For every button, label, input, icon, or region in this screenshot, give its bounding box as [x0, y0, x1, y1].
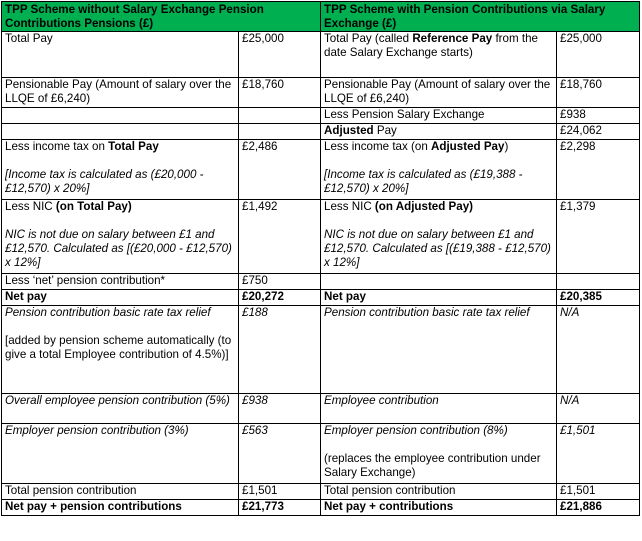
basic-rate-relief-label-right: Pension contribution basic rate tax reli…	[320, 305, 558, 394]
adjusted-pay-label-b: Pay	[373, 124, 397, 138]
basic-rate-relief-title-left: Pension contribution basic rate tax reli…	[5, 306, 211, 320]
employee-contribution-label-right: Employee contribution	[320, 393, 558, 424]
basic-rate-relief-value-left: £188	[237, 305, 322, 394]
row-adjusted-pay: Adjusted Pay £24,062	[1, 123, 641, 140]
net-pay-value-right: £20,385	[556, 289, 641, 306]
total-pay-value-left: £25,000	[237, 31, 322, 78]
row-nic: Less NIC (on Total Pay) NIC is not due on…	[1, 199, 641, 274]
empty-cell	[320, 273, 558, 290]
pensionable-pay-label-left: Pensionable Pay (Amount of salary over t…	[1, 77, 239, 108]
empty-cell	[237, 123, 322, 140]
row-income-tax: Less income tax on Total Pay [Income tax …	[1, 139, 641, 200]
empty-cell	[556, 273, 641, 290]
employer-contribution-value-left: £563	[237, 423, 322, 484]
income-tax-value-right: £2,298	[556, 139, 641, 200]
adjusted-term: Adjusted	[324, 124, 374, 138]
net-pension-contribution-label: Less ‘net’ pension contribution*	[1, 273, 239, 290]
income-tax-label-left-b: Total Pay	[108, 140, 159, 154]
row-total-pay: Total Pay £25,000 Total Pay (called Refe…	[1, 31, 641, 78]
net-pay-plus-contributions-label-left: Net pay + pension contributions	[1, 499, 239, 516]
nic-label-left-b: (on Total Pay)	[55, 200, 132, 214]
total-pay-label-right-a: Total Pay (called	[324, 32, 413, 46]
header-row: TPP Scheme without Salary Exchange Pensi…	[0, 1, 641, 32]
row-net-pension-contribution: Less ‘net’ pension contribution* £750	[1, 273, 641, 290]
header-without-salary-exchange: TPP Scheme without Salary Exchange Pensi…	[0, 1, 322, 32]
total-pension-contribution-label-left: Total pension contribution	[1, 483, 239, 500]
nic-value-left: £1,492	[237, 199, 322, 274]
reference-pay-term: Reference Pay	[412, 32, 493, 46]
income-tax-label-right-b: Adjusted Pay	[431, 140, 505, 154]
employer-contribution-label-right: Employer pension contribution (8%) (repla…	[320, 423, 558, 484]
employer-contribution-note-right: (replaces the employee contribution unde…	[324, 452, 541, 479]
row-total-pension-contribution: Total pension contribution £1,501 Total …	[1, 483, 641, 500]
net-pay-label-left: Net pay	[1, 289, 239, 306]
row-employer-contribution: Employer pension contribution (3%) £563 …	[1, 423, 641, 484]
nic-note-right: NIC is not due on salary between £1 and …	[324, 228, 551, 269]
total-pay-label-right-c: from the date Salary Exchange starts)	[324, 32, 538, 60]
nic-label-left: Less NIC (on Total Pay) NIC is not due on…	[1, 199, 239, 274]
total-pension-contribution-value-right: £1,501	[556, 483, 641, 500]
income-tax-label-right-c: )	[504, 140, 509, 154]
employer-contribution-label-left: Employer pension contribution (3%)	[1, 423, 239, 484]
income-tax-label-left: Less income tax on Total Pay [Income tax …	[1, 139, 239, 200]
less-pension-salary-exchange-label: Less Pension Salary Exchange	[320, 107, 558, 124]
pensionable-pay-value-right: £18,760	[556, 77, 641, 108]
net-pay-plus-contributions-label-right: Net pay + contributions	[320, 499, 558, 516]
pensionable-pay-value-left: £18,760	[237, 77, 322, 108]
employer-contribution-value-right: £1,501	[556, 423, 641, 484]
pension-comparison-table: TPP Scheme without Salary Exchange Pensi…	[0, 1, 641, 516]
row-less-pension-salary-exchange: Less Pension Salary Exchange £938	[1, 107, 641, 124]
nic-label-left-a: Less NIC	[5, 200, 56, 214]
row-pensionable-pay: Pensionable Pay (Amount of salary over t…	[1, 77, 641, 108]
net-pay-plus-contributions-value-right: £21,886	[556, 499, 641, 516]
header-with-salary-exchange: TPP Scheme with Pension Contributions vi…	[320, 1, 641, 32]
income-tax-label-right-a: Less income tax (on	[324, 140, 431, 154]
less-pension-salary-exchange-value: £938	[556, 107, 641, 124]
income-tax-label-right: Less income tax (on Adjusted Pay) [Income…	[320, 139, 558, 200]
basic-rate-relief-label-left: Pension contribution basic rate tax reli…	[1, 305, 239, 394]
empty-cell	[1, 123, 239, 140]
total-pension-contribution-label-right: Total pension contribution	[320, 483, 558, 500]
income-tax-label-left-a: Less income tax on	[5, 140, 109, 154]
employee-contribution-label-left: Overall employee pension contribution (5…	[1, 393, 239, 424]
row-basic-rate-relief: Pension contribution basic rate tax reli…	[1, 305, 641, 394]
nic-label-right: Less NIC (on Adjusted Pay) NIC is not due…	[320, 199, 558, 274]
basic-rate-relief-value-right: N/A	[556, 305, 641, 394]
nic-value-right: £1,379	[556, 199, 641, 274]
nic-note-left: NIC is not due on salary between £1 and …	[5, 228, 232, 269]
empty-cell	[1, 107, 239, 124]
employer-contribution-title-right: Employer pension contribution (8%)	[324, 424, 508, 438]
row-net-pay: Net pay £20,272 Net pay £20,385	[1, 289, 641, 306]
income-tax-note-right: [Income tax is calculated as (£19,388 - …	[324, 168, 523, 195]
income-tax-value-left: £2,486	[237, 139, 322, 200]
total-pay-value-right: £25,000	[556, 31, 641, 78]
income-tax-note-left: [Income tax is calculated as (£20,000 - …	[5, 168, 204, 195]
empty-cell	[237, 107, 322, 124]
net-pension-contribution-value: £750	[237, 273, 322, 290]
pensionable-pay-label-right: Pensionable Pay (Amount of salary over t…	[320, 77, 558, 108]
nic-label-right-a: Less NIC	[324, 200, 375, 214]
adjusted-pay-label: Adjusted Pay	[320, 123, 558, 140]
nic-label-right-b: (on Adjusted Pay)	[374, 200, 474, 214]
row-employee-contribution: Overall employee pension contribution (5…	[1, 393, 641, 424]
adjusted-pay-value: £24,062	[556, 123, 641, 140]
row-net-pay-plus-contributions: Net pay + pension contributions £21,773 …	[1, 499, 641, 516]
employee-contribution-value-right: N/A	[556, 393, 641, 424]
employee-contribution-value-left: £938	[237, 393, 322, 424]
net-pay-plus-contributions-value-left: £21,773	[237, 499, 322, 516]
net-pay-label-right: Net pay	[320, 289, 558, 306]
total-pay-label-left: Total Pay	[1, 31, 239, 78]
total-pension-contribution-value-left: £1,501	[237, 483, 322, 500]
total-pay-label-right: Total Pay (called Reference Pay from the…	[320, 31, 558, 78]
net-pay-value-left: £20,272	[237, 289, 322, 306]
basic-rate-relief-note-left: [added by pension scheme automatically (…	[5, 334, 232, 361]
